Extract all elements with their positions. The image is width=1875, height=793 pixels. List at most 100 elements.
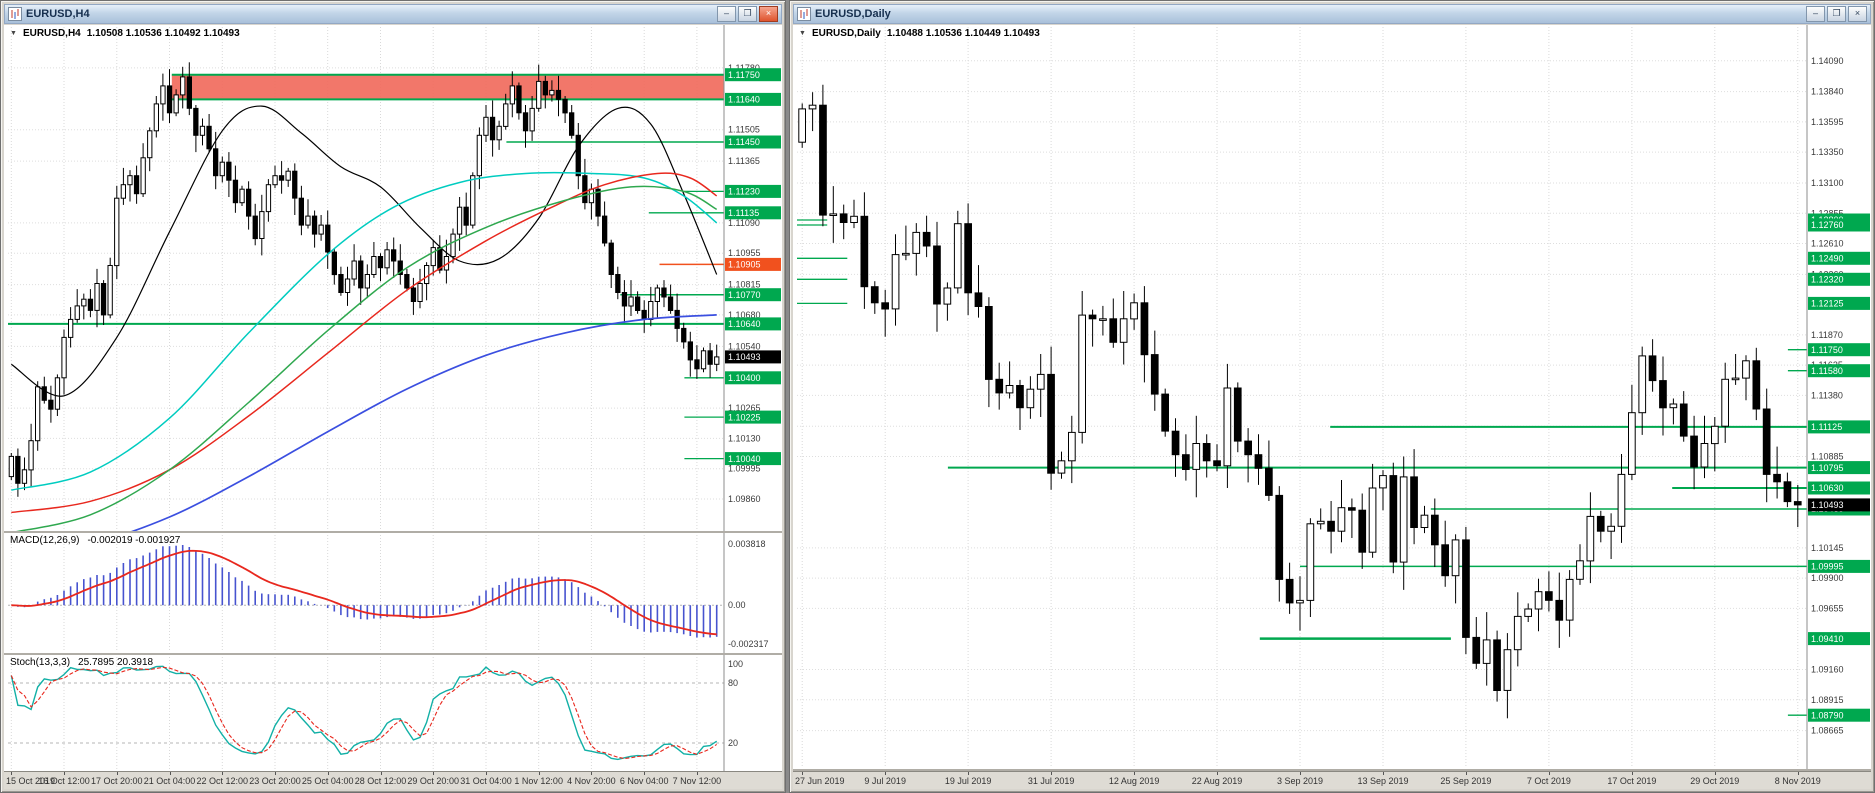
time-label: 17 Oct 20:00	[91, 776, 143, 786]
price-level-label: 1.11230	[725, 184, 781, 198]
svg-text:1.10770: 1.10770	[728, 290, 761, 300]
price-level-label: 1.10493	[725, 350, 781, 364]
chart-window-eurusd-h4[interactable]: EURUSD,H4 – ❐ × 1.11780 1.11505 1.11365 1.1…	[0, 0, 786, 793]
svg-text:1.12490: 1.12490	[1811, 254, 1844, 264]
time-tick	[222, 772, 224, 775]
svg-text:1.10640: 1.10640	[728, 319, 761, 329]
price-label: 1.09160	[1811, 665, 1844, 675]
price-level-label: 1.12320	[1808, 272, 1870, 286]
restore-button[interactable]: ❐	[738, 6, 757, 22]
price-level-label: 1.10640	[725, 317, 781, 331]
indicator-axis-label: 80	[728, 678, 738, 688]
price-label: 1.11870	[1811, 330, 1843, 340]
stochastic-signal-line	[10, 666, 718, 760]
minimize-button[interactable]: –	[717, 6, 736, 22]
price-label: 1.10540	[728, 341, 761, 351]
price-level-label: 1.10770	[725, 288, 781, 302]
price-label: 1.13100	[1811, 178, 1844, 188]
time-tick	[1548, 772, 1550, 775]
time-label: 22 Oct 12:00	[196, 776, 249, 786]
price-level-label: 1.11580	[1808, 364, 1870, 378]
time-tick	[433, 772, 435, 775]
vertical-gridlines	[10, 657, 698, 769]
price-axis-labels: 1.11780 1.11505 1.11365 1.11090 1.10955 1.108…	[728, 63, 761, 504]
chart-window-eurusd-daily[interactable]: EURUSD,Daily – ❐ × 1.14090 1.13840 1.13595…	[789, 0, 1875, 793]
price-chart-panel: 1.14090 1.13840 1.13595 1.13350 1.13100 1.128…	[793, 25, 1871, 771]
vertical-gridlines	[801, 27, 1799, 767]
h4-price-chart[interactable]: 1.11780 1.11505 1.11365 1.11090 1.10955 1.108…	[4, 25, 782, 531]
svg-text:1.09410: 1.09410	[1811, 634, 1844, 644]
close-button[interactable]: ×	[759, 6, 778, 22]
moving-average-line	[10, 105, 718, 397]
window-titlebar[interactable]: EURUSD,Daily – ❐ ×	[793, 4, 1871, 24]
price-label: 1.11380	[1811, 390, 1843, 400]
close-button[interactable]: ×	[1848, 6, 1867, 22]
time-label: 29 Oct 2019	[1690, 776, 1740, 786]
indicator-axis-label: 0.003818	[728, 539, 766, 549]
time-tick	[1134, 772, 1136, 775]
time-tick	[696, 772, 698, 775]
price-label: 1.11090	[728, 218, 760, 228]
moving-average-line	[11, 172, 718, 514]
price-label: 1.09860	[728, 494, 761, 504]
price-level-label: 1.12490	[1808, 251, 1870, 265]
svg-text:1.10630: 1.10630	[1811, 483, 1844, 493]
chart-content: 1.11780 1.11505 1.11365 1.11090 1.10955 1.108…	[4, 25, 782, 789]
svg-text:1.10905: 1.10905	[728, 260, 761, 270]
svg-text:1.09995: 1.09995	[1811, 562, 1844, 572]
price-level-label: 1.12125	[1808, 296, 1870, 310]
resistance-zone[interactable]	[171, 74, 725, 100]
time-label: 31 Oct 04:00	[460, 776, 512, 786]
price-chart-panel: 1.11780 1.11505 1.11365 1.11090 1.10955 1.108…	[4, 25, 782, 533]
vertical-gridlines	[10, 535, 698, 651]
price-level-label: 1.11135	[725, 206, 781, 220]
time-tick	[1300, 772, 1301, 775]
time-axis[interactable]: 15 Oct 2019 16 Oct 12:00 17 Oct 20:00 21 Oc…	[4, 771, 782, 789]
svg-text:1.11135: 1.11135	[728, 208, 759, 218]
price-level-label: 1.11750	[725, 68, 781, 82]
time-tick	[644, 772, 646, 775]
price-level-label: 1.10905	[725, 257, 781, 271]
moving-average-line	[131, 314, 717, 531]
price-level-label: 1.10400	[725, 371, 781, 385]
time-tick	[538, 772, 540, 775]
time-label: 29 Oct 20:00	[407, 776, 459, 786]
svg-text:1.11640: 1.11640	[728, 95, 760, 105]
price-label: 1.12610	[1811, 239, 1844, 249]
support-resistance-lines[interactable]	[8, 73, 724, 460]
stochastic-indicator-chart[interactable]: 100 80 20	[4, 655, 782, 771]
restore-button[interactable]: ❐	[1827, 6, 1846, 22]
svg-text:1.11750: 1.11750	[728, 70, 760, 80]
support-resistance-lines[interactable]	[797, 219, 1807, 716]
svg-text:1.10493: 1.10493	[1811, 500, 1844, 510]
price-level-label: 1.10795	[1808, 461, 1870, 475]
price-label: 1.10680	[728, 310, 761, 320]
daily-price-chart[interactable]: 1.14090 1.13840 1.13595 1.13350 1.13100 1.128…	[793, 25, 1871, 769]
macd-signal-line	[11, 549, 717, 636]
window-titlebar[interactable]: EURUSD,H4 – ❐ ×	[4, 4, 782, 24]
time-label: 1 Nov 12:00	[514, 776, 563, 786]
time-label: 25 Oct 04:00	[301, 776, 354, 786]
macd-indicator-chart[interactable]: 0.003818 0.00 -0.002317	[4, 533, 782, 653]
svg-text:1.11450: 1.11450	[728, 137, 760, 147]
price-label: 1.10130	[728, 433, 761, 443]
indicator-axis-label: 100	[728, 659, 743, 669]
candlesticks	[798, 84, 1802, 719]
time-tick	[802, 772, 804, 775]
time-tick	[64, 772, 65, 775]
time-label: 7 Nov 12:00	[672, 776, 722, 786]
price-level-label: 1.12760	[1808, 218, 1870, 232]
minimize-button[interactable]: –	[1806, 6, 1825, 22]
price-level-label: 1.10493	[1808, 498, 1870, 512]
window-title: EURUSD,H4	[26, 8, 90, 20]
time-label: 27 Jun 2019	[795, 776, 845, 786]
price-label: 1.13350	[1811, 147, 1844, 157]
time-axis[interactable]: 27 Jun 2019 9 Jul 2019 19 Jul 2019 31 Jul 2…	[793, 771, 1871, 789]
price-label: 1.11780	[728, 63, 760, 73]
price-level-label: 1.11450	[725, 135, 781, 149]
price-label: 1.13840	[1811, 87, 1844, 97]
time-tick	[486, 772, 487, 775]
time-tick	[11, 772, 13, 775]
time-label: 12 Aug 2019	[1108, 776, 1160, 786]
svg-text:1.12320: 1.12320	[1811, 275, 1844, 285]
